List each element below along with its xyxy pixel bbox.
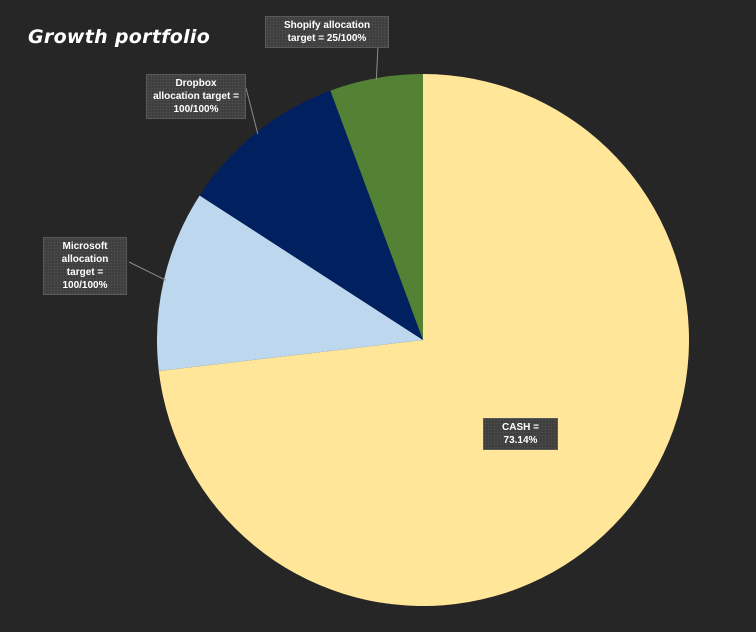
- leader-line-dropbox: [245, 87, 259, 135]
- leader-line-shopify: [375, 45, 379, 81]
- pie-slice-shopify: [330, 74, 423, 340]
- pie-slice-dropbox: [199, 90, 423, 341]
- chart-title: Growth portfolio: [28, 26, 211, 48]
- data-label-dropbox: Dropbox allocation target = 100/100%: [146, 74, 246, 119]
- data-label-microsoft: Microsoft allocation target = 100/100%: [43, 237, 127, 295]
- pie-slice-microsoft: [157, 195, 423, 372]
- pie-slice-cash: [158, 74, 690, 606]
- data-label-shopify: Shopify allocation target = 25/100%: [265, 16, 389, 48]
- leader-line-microsoft: [128, 261, 167, 281]
- data-label-cash: CASH = 73.14%: [483, 418, 558, 450]
